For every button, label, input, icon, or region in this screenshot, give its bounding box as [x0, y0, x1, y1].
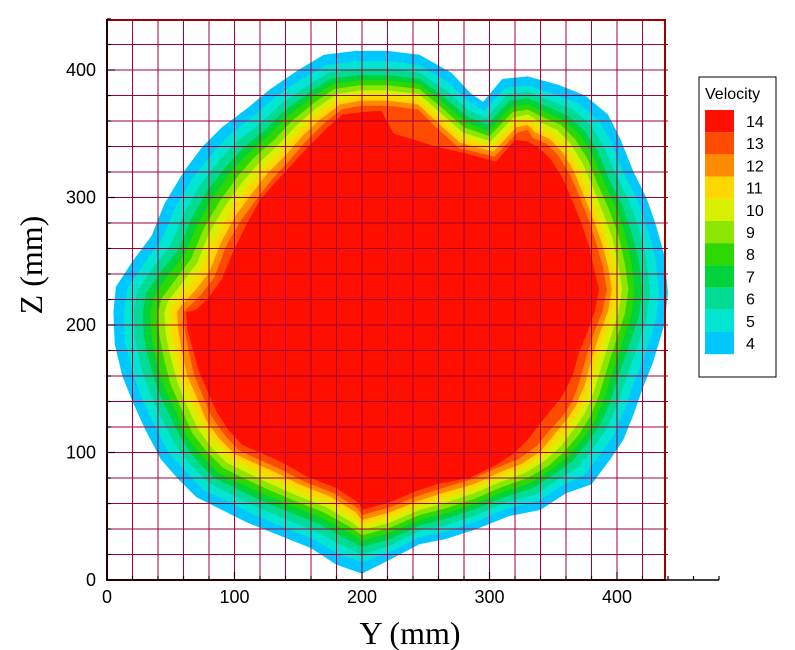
legend-items: 14 13 12 11 10 9 8 7 6 5 4	[705, 110, 764, 355]
contour-band-14	[186, 110, 600, 510]
legend-label-4: 4	[746, 336, 755, 353]
x-tick-label: 300	[474, 587, 504, 607]
legend: Velocity 14 13 12 11 10 9 8 7 6 5 4	[698, 76, 777, 378]
legend-swatch-12	[705, 154, 734, 177]
x-tick-label: 100	[219, 587, 249, 607]
legend-swatch-4	[705, 332, 734, 355]
legend-label-7: 7	[746, 269, 755, 286]
legend-label-11: 11	[746, 181, 763, 198]
legend-label-13: 13	[746, 136, 764, 153]
x-axis-title: Y (mm)	[359, 615, 460, 650]
legend-swatch-10	[705, 198, 734, 221]
legend-swatch-11	[705, 176, 734, 199]
legend-label-12: 12	[746, 158, 764, 175]
legend-label-9: 9	[746, 225, 755, 242]
legend-swatch-6	[705, 287, 734, 310]
axes	[106, 18, 720, 581]
y-tick-label: 300	[66, 188, 96, 208]
y-axis-title: Z (mm)	[13, 216, 49, 315]
y-tick-label: 200	[66, 315, 96, 335]
legend-swatch-7	[705, 265, 734, 288]
x-tick-label: 0	[102, 587, 112, 607]
legend-swatch-8	[705, 243, 734, 266]
y-tick-label: 100	[66, 443, 96, 463]
legend-label-5: 5	[746, 314, 755, 331]
legend-title: Velocity	[705, 86, 760, 103]
y-tick-label: 0	[86, 570, 96, 590]
legend-swatch-14	[705, 110, 734, 133]
legend-label-6: 6	[746, 292, 755, 309]
legend-label-8: 8	[746, 247, 755, 264]
legend-swatch-13	[705, 132, 734, 155]
tick-labels: 0 100 200 300 400 0 100 200 300 400	[66, 60, 632, 607]
legend-swatch-9	[705, 221, 734, 244]
y-tick-label: 400	[66, 60, 96, 80]
plot-grid	[107, 19, 668, 580]
x-tick-label: 200	[347, 587, 377, 607]
x-tick-label: 400	[602, 587, 632, 607]
legend-label-10: 10	[746, 203, 764, 220]
legend-label-14: 14	[746, 114, 764, 131]
legend-swatch-5	[705, 309, 734, 332]
